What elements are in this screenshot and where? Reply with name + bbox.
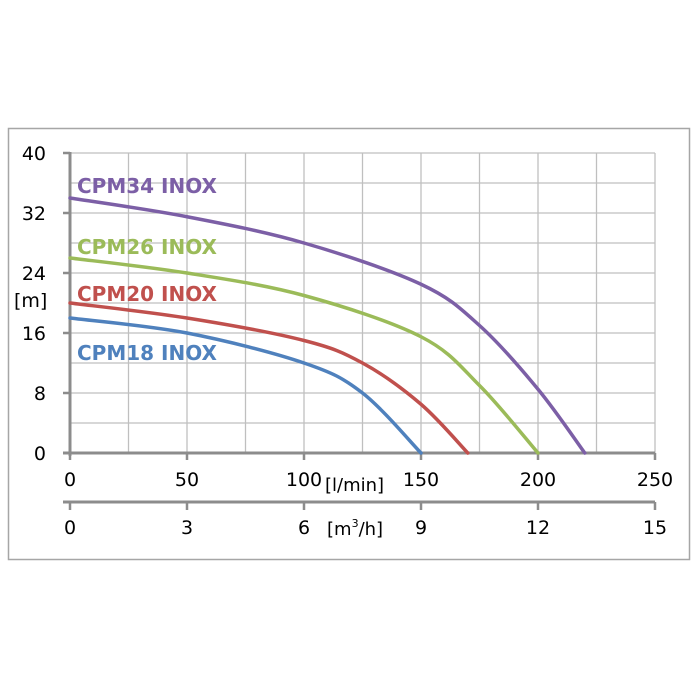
y-axis-label: [m]: [14, 290, 47, 312]
series-labels: CPM34 INOX CPM26 INOX CPM20 INOX CPM18 I…: [77, 174, 218, 365]
series-label-cpm18: CPM18 INOX: [77, 341, 218, 365]
series-line-cpm34-inox: [68, 196, 587, 455]
axes: 0 8 16 24 32 40 0 50 100 150 200 250 0 3 6 9 12 15: [22, 143, 673, 539]
x-tick-label: 200: [520, 469, 556, 491]
y-tick-label: 32: [22, 203, 46, 225]
series-label-cpm20: CPM20 INOX: [77, 282, 218, 306]
x2-tick-label: 9: [415, 517, 427, 539]
y-tick-label: 0: [34, 443, 46, 465]
x-axis-label: [l/min]: [325, 475, 384, 496]
series-label-cpm26: CPM26 INOX: [77, 235, 218, 259]
x-tick-label: 50: [175, 469, 199, 491]
x2-tick-label: 12: [526, 517, 550, 539]
y-tick-label: 8: [34, 383, 46, 405]
series-line-cpm26-inox: [68, 256, 540, 455]
series-label-cpm34: CPM34 INOX: [77, 174, 218, 198]
y-tick-label: 24: [22, 263, 46, 285]
x2-tick-label: 3: [181, 517, 193, 539]
x-tick-label: 250: [637, 469, 673, 491]
y-tick-label: 16: [22, 323, 46, 345]
x-tick-label: 100: [286, 469, 322, 491]
x-tick-label: 150: [403, 469, 439, 491]
y-tick-label: 40: [22, 143, 46, 165]
series-lines: [68, 196, 587, 455]
x2-tick-label: 0: [64, 517, 76, 539]
x-tick-label: 0: [64, 469, 76, 491]
x2-axis-label: [m3/h]: [327, 517, 383, 540]
grid: [70, 152, 656, 453]
chart-frame: [7, 127, 691, 561]
series-line-cpm18-inox: [68, 316, 423, 455]
x2-tick-label: 15: [643, 517, 667, 539]
series-line-cpm20-inox: [68, 301, 470, 455]
x2-tick-label: 6: [298, 517, 310, 539]
